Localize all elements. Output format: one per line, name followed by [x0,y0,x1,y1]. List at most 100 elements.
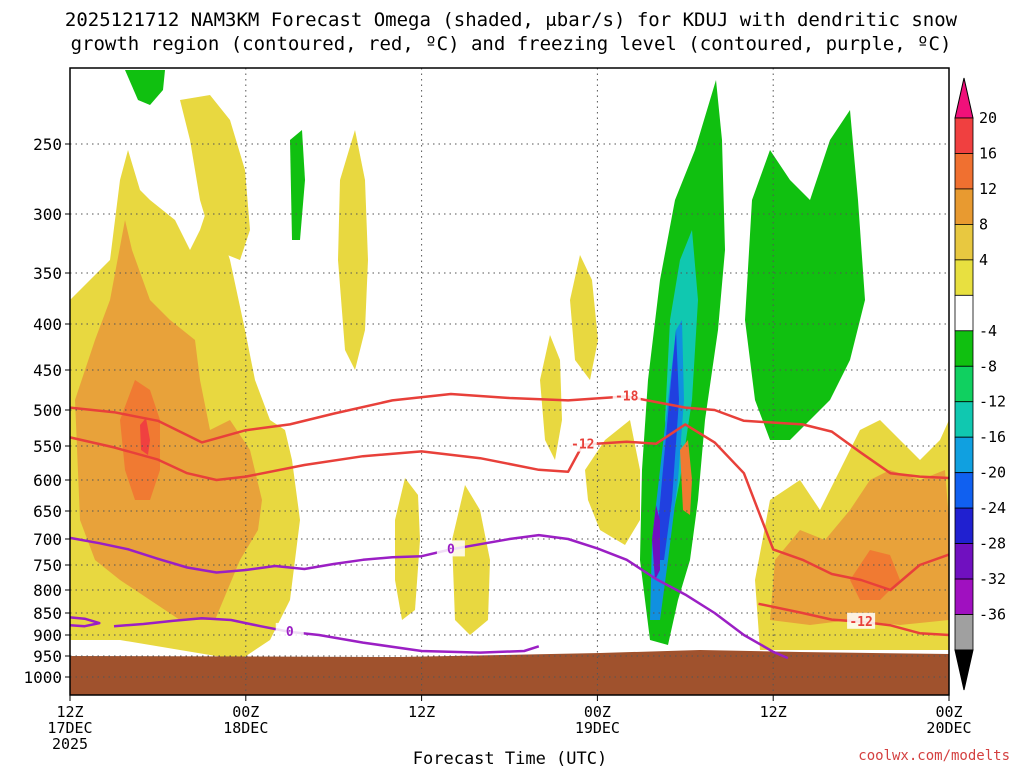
colorbar-label: -32 [979,570,1006,588]
x-axis-title: Forecast Time (UTC) [413,749,607,768]
colorbar-label: -4 [979,322,997,340]
y-tick-label: 600 [33,471,62,490]
omega-shade-darkorange-right [850,550,900,600]
contour-label-bg [847,612,876,629]
colorbar-swatch [954,365,974,403]
y-tick-label: 750 [33,556,62,575]
colorbar-cap-top [954,77,974,119]
contour-line [69,392,950,480]
y-tick-label: 800 [33,581,62,600]
colorbar-label: 20 [979,109,997,127]
colorbar-swatch [954,117,974,154]
y-tick-label: 500 [33,401,62,420]
colorbar-label: 4 [979,251,988,269]
omega-shade-darkblue-core [655,330,679,560]
omega-shade-yellow-mid4 [570,255,598,380]
omega-shading [70,70,949,660]
colorbar-swatch [954,543,974,580]
chart-title-line1: 2025121712 NAM3KM Forecast Omega (shaded… [65,9,958,31]
y-tick-label: 700 [33,530,62,549]
contour-line [69,533,789,660]
colorbar-swatch [954,578,974,615]
colorbar-label: -36 [979,606,1006,624]
colorbar-swatch [954,401,974,438]
colorbar-label: -8 [979,357,997,375]
omega-shade-yellow-mid2 [452,485,490,635]
y-tick-label: 1000 [23,668,62,687]
y-tick-label: 950 [33,647,62,666]
freezing-level-contours-purple: 00 [69,533,789,660]
x-tick-label: 18DEC [223,719,268,737]
colorbar-cap-bottom [954,649,974,691]
y-tick-label: 250 [33,135,62,154]
omega-shade-darkorange-left [120,380,160,500]
x-tick-label: 00Z [584,703,611,721]
omega-shade-orange-19dec [680,440,692,515]
y-tick-label: 300 [33,205,62,224]
omega-shade-purple-core [652,505,660,580]
contour-label: -18 [615,389,639,404]
colorbar-swatch [954,153,974,190]
y-tick-label: 400 [33,315,62,334]
colorbar-swatch [954,330,974,367]
colorbar-label: 16 [979,144,997,162]
y-tick-label: 850 [33,604,62,623]
omega-shade-orange-right [770,470,949,625]
y-tick-label: 900 [33,626,62,645]
contour-label-bg [612,387,641,404]
colorbar-label: -12 [979,393,1006,411]
x-tick-label: 20DEC [926,719,971,737]
colorbar-label: -16 [979,428,1006,446]
x-tick-label: 00Z [232,703,259,721]
y-tick-label: 450 [33,361,62,380]
colorbar-label: -20 [979,464,1006,482]
colorbar-label: -28 [979,535,1006,553]
contour-label: -12 [849,615,872,630]
omega-shade-green-right [745,110,865,440]
omega-shade-yellow-upper [180,95,250,260]
y-axis-labels: 250 300 350 400 450 500 550 600 650 700 750 800 850 9… [23,135,70,687]
colorbar-swatch [954,507,974,544]
x-tick-label: 2025 [52,735,88,753]
omega-shade-yellow-mid3 [540,335,562,460]
dgz-contours-red: -18 -12 -12 [69,387,950,637]
colorbar-swatch [954,188,974,225]
x-tick-label: 12Z [56,703,83,721]
x-tick-label: 17DEC [47,719,92,737]
colorbar-swatch [954,472,974,509]
omega-shade-yellow-mid5 [585,420,640,545]
omega-shade-yellow-mid1 [395,478,420,620]
terrain-fill [70,650,949,695]
colorbar-swatch [954,436,974,474]
y-tick-label: 650 [33,502,62,521]
colorbar-swatch [954,259,974,296]
plot-frame [69,67,950,696]
y-tick-label: 350 [33,264,62,283]
omega-shade-green-small [290,130,305,240]
omega-colorbar: 20 16 12 8 4 -4 -8 -12 -16 -20 -24 -28 -32 -36 [954,77,1006,691]
x-tick-label: 19DEC [575,719,620,737]
omega-shade-green-upper-left [125,70,165,105]
colorbar-swatch [954,614,974,651]
x-tick-label: 12Z [408,703,435,721]
colorbar-label: -24 [979,499,1006,517]
x-tick-label: 12Z [760,703,787,721]
colorbar-swatch [954,294,974,332]
colorbar-label: 8 [979,215,988,233]
omega-shade-yellow-350 [338,130,368,370]
contour-label-bg [568,435,597,452]
contour-label: 0 [447,542,455,557]
contour-label-bg [275,622,304,639]
contour-line [69,616,101,628]
contour-label: -12 [571,438,594,453]
colorbar-label: 12 [979,180,997,198]
contour-label: 0 [286,625,294,640]
omega-shade-orange-left [75,220,262,620]
y-tick-label: 550 [33,437,62,456]
x-tick-label: 00Z [935,703,962,721]
chart-title-line2: growth region (contoured, red, ºC) and f… [71,33,952,55]
contour-label-bg [436,540,465,557]
colorbar-swatch [954,223,974,261]
